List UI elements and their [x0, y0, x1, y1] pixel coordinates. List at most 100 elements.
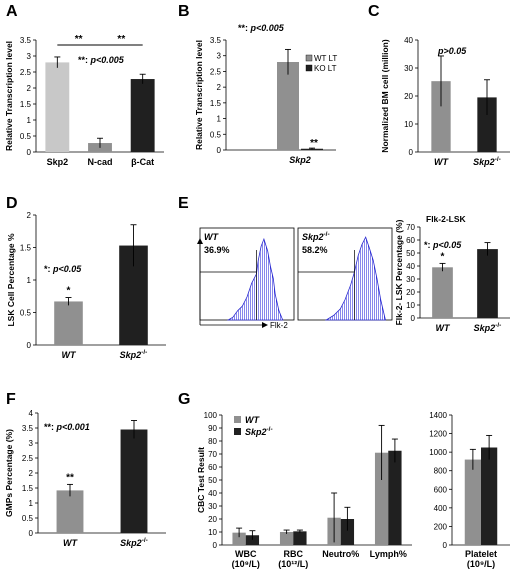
- chart-B-annotation: **: p<0.005: [238, 23, 285, 33]
- chart-C-category-label-sup: -/-: [495, 156, 501, 163]
- chart-E-y-tick-label: 20: [406, 288, 415, 297]
- chart-B-annotation-prefix: **:: [238, 23, 251, 33]
- chart-F-significance-mark: **: [66, 472, 74, 483]
- flow-plot-label-1-sup: -/-: [324, 231, 330, 238]
- chart-C-annotation: p>0.05: [437, 46, 467, 56]
- chart-A-sig-bracket-label: **: [117, 34, 125, 45]
- chart-G-platelet-y-tick-label: 1000: [429, 448, 447, 457]
- chart-F-category-label-text: Skp2: [120, 538, 142, 548]
- chart-G-legend-label-0: WT: [245, 415, 260, 425]
- chart-D-category-label: WT: [62, 350, 77, 360]
- chart-E-y-axis-label: Flk-2- LSK Percentage (%): [394, 219, 404, 325]
- chart-D-y-tick-label: 1: [27, 276, 32, 285]
- chart-G-platelet-y-tick-label: 1200: [429, 430, 447, 439]
- chart-E-y-tick-label: 50: [406, 249, 415, 258]
- chart-E-title: Flk-2-LSK: [426, 214, 467, 224]
- chart-G-y-tick-label: 0: [213, 541, 218, 550]
- chart-D-category-label-sup: -/-: [141, 349, 147, 356]
- panel-letter-d: D: [6, 195, 18, 212]
- panel-e-chart: 0 10 20 30 40 50 60 70 WT * Skp2-/- Flk-2- LSK Perc…: [394, 214, 510, 333]
- chart-G-y-tick-label: 60: [208, 463, 217, 472]
- chart-E-y-tick-label: 30: [406, 275, 415, 284]
- chart-G-category-label: RBC: [284, 549, 304, 559]
- panel-b-chart: 0 0.5 1 1.5 2 2.5 3 3.5 ** Skp2 Relative Transcrip…: [194, 23, 337, 165]
- chart-G-platelet-category-label: Platelet: [465, 549, 497, 559]
- flow-plot-label-1-text: Skp2: [302, 232, 324, 242]
- chart-B-legend-swatch-0: [305, 54, 313, 62]
- flow-plot-label-1: Skp2-/-: [302, 231, 330, 242]
- chart-D-category-label-text: Skp2: [120, 350, 142, 360]
- chart-G-platelet-y-tick-label: 600: [434, 485, 448, 494]
- chart-G-legend-label-1: Skp2-/-: [245, 426, 273, 437]
- chart-E-annotation: *: p<0.05: [424, 240, 462, 250]
- chart-G-category-unit: (10¹²/L): [278, 559, 308, 569]
- chart-G-legend-label-0-text: WT: [245, 415, 260, 425]
- chart-F-y-tick-label: 2: [29, 469, 34, 478]
- chart-F-y-tick-label: 0.5: [22, 514, 34, 523]
- chart-G-y-axis-label: CBC Test Result: [196, 447, 206, 513]
- chart-F-category-label: WT: [63, 538, 78, 548]
- chart-G-bar-0-1: [279, 532, 294, 545]
- chart-B-y-tick-label: 0: [217, 146, 222, 155]
- chart-C-category-label: WT: [434, 157, 449, 167]
- chart-G-bar-1-0: [245, 535, 260, 545]
- flow-y-arrowhead: [197, 238, 203, 244]
- chart-F-y-tick-label: 1.5: [22, 484, 34, 493]
- chart-B-y-tick-label: 2: [217, 83, 222, 92]
- chart-D-bar-0: [54, 301, 83, 345]
- chart-F-y-tick-label: 3.5: [22, 424, 34, 433]
- panel-letter-f: F: [6, 391, 16, 408]
- chart-G-platelet-category-unit: (10⁹/L): [467, 559, 495, 569]
- chart-G-platelet-bar-0-0: [464, 459, 481, 545]
- flow-histogram-0: [226, 237, 284, 321]
- chart-G-category-label: Lymph%: [370, 549, 407, 559]
- chart-F-category-label: Skp2-/-: [120, 537, 148, 548]
- chart-G-category-unit: (10⁹/L): [232, 559, 260, 569]
- chart-A-category-label: β-Cat: [131, 157, 154, 167]
- chart-D-y-tick-label: 0.5: [20, 309, 32, 318]
- chart-A-annotation: **: p<0.005: [78, 55, 125, 65]
- chart-G-platelet-y-tick-label: 400: [434, 504, 448, 513]
- chart-A-y-tick-label: 2.5: [20, 68, 32, 77]
- chart-G-category-label: WBC: [235, 549, 257, 559]
- chart-F-y-tick-label: 4: [29, 409, 34, 418]
- chart-F-annotation-p: p<0.001: [56, 422, 90, 432]
- flow-plot-label-0-text: WT: [204, 232, 219, 242]
- chart-G-platelet-bar-1-0: [481, 447, 498, 545]
- chart-F-bar-1: [120, 429, 148, 533]
- chart-G-y-tick-label: 100: [204, 411, 218, 420]
- chart-D-significance-mark: *: [67, 286, 71, 297]
- panel-g-platelet-chart: 0 200 400 600 800 1000 1200 1400 Platelet(10⁹/L): [429, 411, 510, 569]
- chart-D-category-label-text: WT: [62, 350, 77, 360]
- chart-C-bar-0: [431, 81, 451, 152]
- chart-A-category-label: N-cad: [87, 157, 112, 167]
- chart-A-y-tick-label: 2: [27, 84, 32, 93]
- chart-B-y-tick-label: 2.5: [210, 67, 222, 76]
- chart-A-y-tick-label: 3: [27, 52, 32, 61]
- flow-plot-percent-1: 58.2%: [302, 245, 328, 255]
- panel-e-flow-histograms: WT 36.9% Skp2-/- 58.2% Flk-2: [197, 227, 393, 330]
- chart-C-category-label: Skp2-/-: [473, 156, 501, 167]
- chart-G-y-tick-label: 80: [208, 437, 217, 446]
- chart-F-category-label-sup: -/-: [142, 537, 148, 544]
- chart-A-y-tick-label: 1: [27, 116, 32, 125]
- chart-A-bar-2: [130, 79, 155, 152]
- chart-A-annotation-prefix: **:: [78, 55, 91, 65]
- chart-C-y-tick-label: 40: [404, 36, 413, 45]
- chart-D-category-label: Skp2-/-: [120, 349, 148, 360]
- chart-C-y-tick-label: 10: [404, 120, 413, 129]
- flow-plot-label-0: WT: [204, 232, 219, 242]
- chart-D-annotation-prefix: *:: [44, 264, 53, 274]
- chart-G-legend-label-1-text: Skp2: [245, 427, 267, 437]
- chart-E-y-tick-label: 60: [406, 236, 415, 245]
- chart-B-y-axis-label: Relative Transcription level: [194, 40, 204, 150]
- chart-E-bar-0: [432, 267, 453, 318]
- panel-letter-e: E: [178, 195, 189, 212]
- chart-C-bar-1: [477, 97, 497, 152]
- chart-E-significance-mark: *: [441, 251, 445, 262]
- chart-C-annotation-p: p>0.05: [437, 46, 467, 56]
- flow-x-axis-label: Flk-2: [270, 321, 288, 330]
- chart-A-y-axis-label: Relative Transcription level: [4, 41, 14, 151]
- chart-C-y-tick-label: 30: [404, 64, 413, 73]
